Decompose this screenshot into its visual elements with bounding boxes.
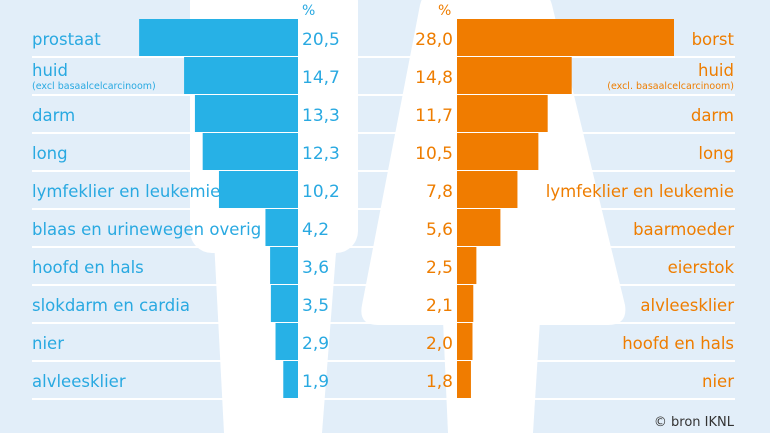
women-value-label: 2,0 (426, 334, 453, 354)
women-category-label: nier (702, 372, 734, 391)
men-bar-9 (275, 323, 298, 360)
men-category-label: hoofd en hals (32, 258, 144, 277)
women-bar-3 (457, 95, 548, 132)
men-value-label: 10,2 (302, 182, 340, 202)
women-category-label: eierstok (668, 258, 735, 277)
women-bar-8 (457, 285, 474, 322)
men-value-label: 3,6 (302, 258, 329, 278)
men-value-label: 13,3 (302, 106, 340, 126)
men-value-label: 20,5 (302, 30, 340, 50)
women-category-label: darm (691, 106, 734, 125)
men-bar-3 (194, 95, 298, 132)
row-dividers (32, 56, 735, 400)
men-category-label: long (32, 144, 68, 163)
men-value-label: 4,2 (302, 220, 329, 240)
men-category-label: nier (32, 334, 64, 353)
women-bar-5 (457, 171, 518, 208)
men-bar-5 (218, 171, 298, 208)
men-category-label: lymfeklier en leukemie (32, 182, 220, 201)
women-bar-2 (457, 57, 572, 94)
men-bar-10 (283, 361, 298, 398)
women-bar-10 (457, 361, 471, 398)
men-category-label: slokdarm en cardia (32, 296, 190, 315)
women-value-label: 11,7 (415, 106, 453, 126)
women-bar-9 (457, 323, 473, 360)
men-category-label: alvleesklier (32, 372, 126, 391)
women-bar-6 (457, 209, 501, 246)
men-category-label: huid (32, 61, 68, 80)
women-unit-label: % (438, 3, 451, 19)
women-bar-1 (457, 19, 674, 56)
women-category-label: huid (698, 61, 734, 80)
source-label: © bron IKNL (654, 415, 735, 430)
men-bar-8 (270, 285, 298, 322)
men-category-label: prostaat (32, 30, 101, 49)
women-category-label: lymfeklier en leukemie (546, 182, 734, 201)
women-value-label: 10,5 (415, 144, 453, 164)
men-unit-label: % (302, 3, 315, 19)
men-bar-2 (184, 57, 298, 94)
women-category-label: alvleesklier (640, 296, 734, 315)
men-value-label: 1,9 (302, 372, 329, 392)
men-bar-7 (270, 247, 298, 284)
women-value-label: 2,1 (426, 296, 453, 316)
women-value-label: 2,5 (426, 258, 453, 278)
men-bar-6 (265, 209, 298, 246)
women-category-label: baarmoeder (633, 220, 734, 239)
men-category-label: blaas en urinewegen overig (32, 220, 261, 239)
men-category-label: darm (32, 106, 75, 125)
men-value-label: 12,3 (302, 144, 340, 164)
women-value-label: 14,8 (415, 68, 453, 88)
women-category-sublabel: (excl. basaalcelcarcinoom) (607, 81, 734, 92)
women-category-label: borst (692, 30, 735, 49)
men-category-sublabel: (excl basaalcelcarcinoom) (32, 81, 156, 92)
women-bar-4 (457, 133, 539, 170)
men-bar-1 (139, 19, 298, 56)
bars (139, 19, 674, 398)
men-bar-4 (202, 133, 298, 170)
women-bar-7 (457, 247, 477, 284)
women-value-label: 28,0 (415, 30, 453, 50)
men-value-label: 2,9 (302, 334, 329, 354)
women-category-label: hoofd en hals (622, 334, 734, 353)
women-category-label: long (698, 144, 734, 163)
men-value-label: 14,7 (302, 68, 340, 88)
women-value-label: 7,8 (426, 182, 453, 202)
men-value-label: 3,5 (302, 296, 329, 316)
women-value-label: 1,8 (426, 372, 453, 392)
women-value-label: 5,6 (426, 220, 453, 240)
